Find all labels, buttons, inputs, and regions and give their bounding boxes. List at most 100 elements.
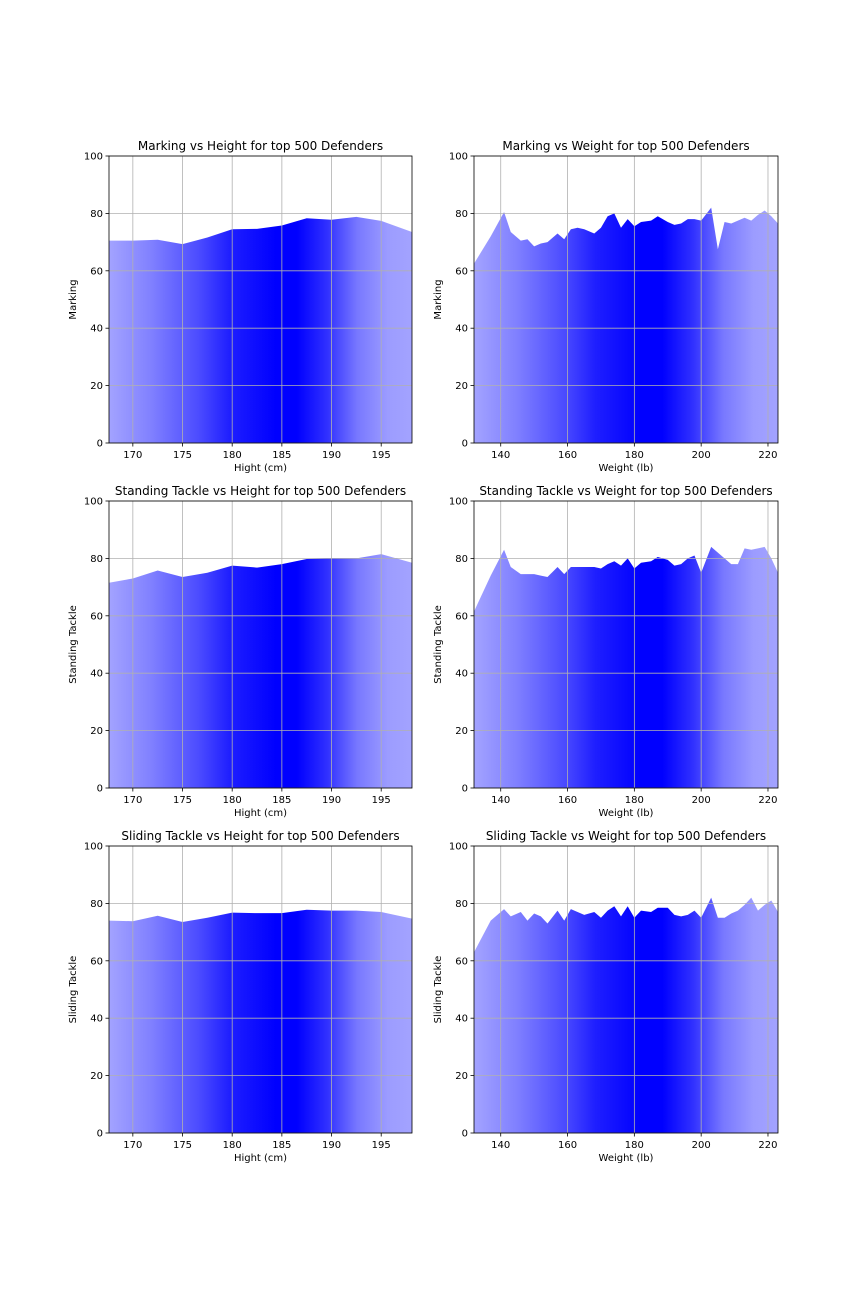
chart-5-xtick-label: 180: [223, 1140, 242, 1151]
chart-3-xlabel: Hight (cm): [234, 808, 287, 819]
chart-2-xtick-label: 220: [758, 450, 777, 461]
chart-6-ytick-label: 0: [462, 1129, 468, 1140]
chart-3-xtick-label: 170: [123, 795, 142, 806]
chart-5-ytick-label: 0: [97, 1129, 103, 1140]
chart-4-title: Standing Tackle vs Weight for top 500 De…: [479, 484, 772, 498]
chart-4-ytick-label: 60: [455, 611, 468, 622]
chart-3-ytick-label: 80: [90, 554, 103, 565]
chart-2-ytick-label: 40: [455, 324, 468, 335]
chart-6: 140 160 180 200 220 0 20 40 60 80 100 Sliding Tackl…: [433, 829, 779, 1164]
chart-5-title: Sliding Tackle vs Height for top 500 Def…: [121, 829, 399, 843]
chart-3-title: Standing Tackle vs Height for top 500 De…: [115, 484, 406, 498]
chart-2-ylabel: Marking: [433, 279, 444, 319]
chart-3-ytick-label: 40: [90, 669, 103, 680]
chart-5-xtick-label: 195: [372, 1140, 391, 1151]
chart-1: 170 175 180 185 190 195 0 20 40 60 80 100 Marking vs…: [68, 139, 413, 474]
chart-1-area: [109, 216, 412, 443]
chart-1-xtick-label: 170: [123, 450, 142, 461]
chart-3-ytick-label: 20: [90, 726, 103, 737]
chart-1-ytick-label: 60: [90, 266, 103, 277]
chart-4-area: [474, 546, 778, 788]
chart-6-ytick-label: 60: [455, 956, 468, 967]
chart-6-ytick-label: 20: [455, 1071, 468, 1082]
chart-6-xtick-label: 220: [758, 1140, 777, 1151]
chart-5-xtick-label: 175: [173, 1140, 192, 1151]
chart-6-frame: [473, 845, 779, 1134]
chart-5-frame: [108, 845, 413, 1134]
chart-4-ytick-label: 20: [455, 726, 468, 737]
chart-5: 170 175 180 185 190 195 0 20 40 60 80 100 Sliding Ta…: [68, 829, 413, 1164]
chart-4-ytick-label: 100: [449, 497, 468, 508]
chart-4-xtick-label: 200: [692, 795, 711, 806]
chart-2-xlabel: Weight (lb): [599, 463, 654, 474]
chart-6-ytick-label: 100: [449, 842, 468, 853]
chart-3-xtick-label: 175: [173, 795, 192, 806]
chart-2-ytick-label: 80: [455, 209, 468, 220]
chart-5-xtick-label: 170: [123, 1140, 142, 1151]
chart-6-title: Sliding Tackle vs Weight for top 500 Def…: [486, 829, 766, 843]
chart-3-ylabel: Standing Tackle: [68, 605, 79, 684]
chart-2-frame: [473, 155, 779, 444]
chart-3-xtick-label: 195: [372, 795, 391, 806]
chart-1-xtick-label: 175: [173, 450, 192, 461]
chart-1-xtick-label: 195: [372, 450, 391, 461]
chart-6-xtick-label: 140: [491, 1140, 510, 1151]
chart-6-xtick-label: 200: [692, 1140, 711, 1151]
chart-6-xtick-label: 160: [558, 1140, 577, 1151]
chart-6-ytick-label: 80: [455, 899, 468, 910]
chart-3: 170 175 180 185 190 195 0 20 40 60 80 100 Standing T…: [68, 484, 413, 819]
chart-1-ytick-label: 0: [97, 439, 103, 450]
chart-2-xtick-label: 160: [558, 450, 577, 461]
chart-1-xtick-label: 190: [322, 450, 341, 461]
chart-4-ytick-label: 80: [455, 554, 468, 565]
chart-2-title: Marking vs Weight for top 500 Defenders: [502, 139, 749, 153]
chart-2-xtick-label: 200: [692, 450, 711, 461]
chart-2-ytick-label: 0: [462, 439, 468, 450]
chart-4-ytick-label: 0: [462, 784, 468, 795]
chart-1-title: Marking vs Height for top 500 Defenders: [138, 139, 383, 153]
chart-2-ytick-label: 60: [455, 266, 468, 277]
chart-1-ylabel: Marking: [68, 279, 79, 319]
chart-1-ytick-label: 100: [84, 152, 103, 163]
chart-1-ytick-label: 40: [90, 324, 103, 335]
chart-3-ytick-label: 60: [90, 611, 103, 622]
chart-4-ylabel: Standing Tackle: [433, 605, 444, 684]
chart-5-ytick-label: 40: [90, 1014, 103, 1025]
chart-3-area: [109, 554, 412, 788]
chart-4-xtick-label: 220: [758, 795, 777, 806]
chart-6-xlabel: Weight (lb): [599, 1153, 654, 1164]
chart-1-ytick-label: 80: [90, 209, 103, 220]
chart-6-ylabel: Sliding Tackle: [433, 956, 444, 1024]
chart-3-frame: [108, 500, 413, 789]
chart-4-ytick-label: 40: [455, 669, 468, 680]
chart-2: 140 160 180 200 220 0 20 40 60 80 100 Marking vs We…: [433, 139, 779, 474]
chart-3-xtick-label: 190: [322, 795, 341, 806]
chart-6-xtick-label: 180: [625, 1140, 644, 1151]
chart-4: 140 160 180 200 220 0 20 40 60 80 100 Standing Tack…: [433, 484, 779, 819]
chart-3-xtick-label: 180: [223, 795, 242, 806]
chart-4-frame: [473, 500, 779, 789]
chart-5-ytick-label: 100: [84, 842, 103, 853]
chart-1-xtick-label: 180: [223, 450, 242, 461]
chart-3-ytick-label: 0: [97, 784, 103, 795]
chart-2-xtick-label: 140: [491, 450, 510, 461]
chart-2-ytick-label: 100: [449, 152, 468, 163]
chart-2-area: [474, 207, 778, 443]
chart-5-xlabel: Hight (cm): [234, 1153, 287, 1164]
chart-5-area: [109, 909, 412, 1133]
chart-4-xtick-label: 180: [625, 795, 644, 806]
chart-1-xlabel: Hight (cm): [234, 463, 287, 474]
chart-1-ytick-label: 20: [90, 381, 103, 392]
chart-5-ytick-label: 60: [90, 956, 103, 967]
chart-4-xtick-label: 160: [558, 795, 577, 806]
chart-2-ytick-label: 20: [455, 381, 468, 392]
chart-4-xlabel: Weight (lb): [599, 808, 654, 819]
chart-1-frame: [108, 155, 413, 444]
chart-2-xtick-label: 180: [625, 450, 644, 461]
chart-6-ytick-label: 40: [455, 1014, 468, 1025]
chart-5-ylabel: Sliding Tackle: [68, 956, 79, 1024]
chart-5-ytick-label: 20: [90, 1071, 103, 1082]
chart-3-xtick-label: 185: [272, 795, 291, 806]
chart-5-xtick-label: 190: [322, 1140, 341, 1151]
